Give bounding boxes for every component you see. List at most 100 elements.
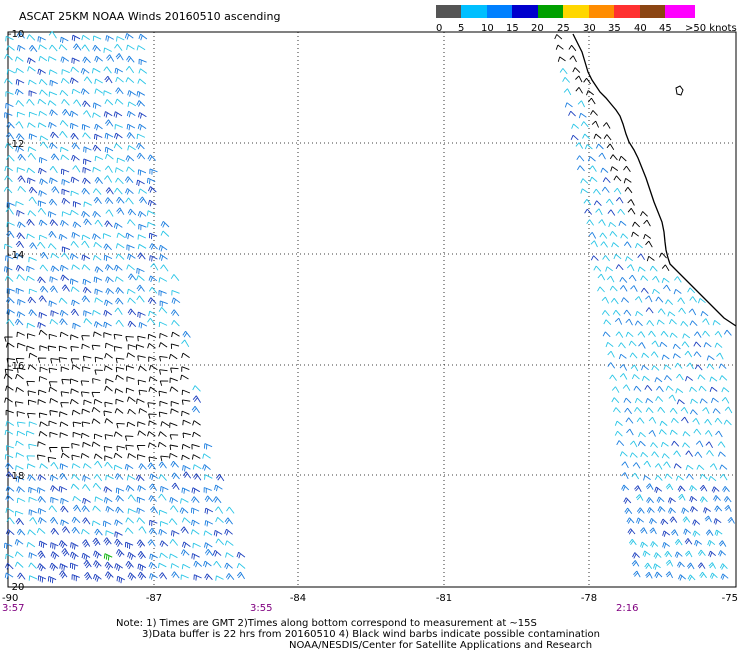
- wind-barb: [660, 330, 669, 337]
- wind-barb: [105, 276, 114, 283]
- wind-barb: [634, 296, 643, 303]
- wind-barb: [137, 379, 147, 386]
- wind-barb: [709, 463, 718, 471]
- wind-barb: [61, 548, 70, 557]
- wind-barb: [81, 505, 90, 513]
- wind-barb: [50, 153, 60, 161]
- wind-barb: [673, 288, 682, 295]
- wind-barb: [5, 102, 14, 110]
- wind-barb: [125, 66, 135, 74]
- wind-barb: [92, 255, 102, 261]
- wind-barb: [661, 453, 670, 459]
- legend-swatch: [640, 5, 665, 18]
- wind-barb: [146, 177, 156, 185]
- wind-barb: [224, 517, 233, 525]
- wind-barb: [39, 463, 48, 469]
- wind-barb: [628, 538, 637, 546]
- wind-barb: [148, 456, 157, 462]
- lat-label: -16: [8, 361, 24, 372]
- wind-barb: [138, 322, 148, 329]
- wind-barb: [127, 308, 137, 316]
- wind-barb: [113, 464, 123, 471]
- wind-barb: [50, 265, 60, 273]
- wind-barb: [158, 562, 167, 569]
- wind-barb: [147, 221, 156, 228]
- legend-label: 20: [531, 23, 544, 34]
- wind-barb: [643, 475, 651, 481]
- wind-barb: [697, 298, 706, 304]
- wind-barb: [92, 537, 101, 546]
- wind-barb: [104, 455, 113, 461]
- wind-barb: [634, 242, 643, 249]
- wind-barb: [124, 435, 134, 441]
- wind-barb: [103, 309, 112, 317]
- wind-barb: [126, 264, 135, 271]
- wind-barb: [612, 309, 621, 316]
- wind-barb: [114, 167, 124, 173]
- wind-barb: [15, 201, 24, 207]
- wind-barb: [114, 187, 123, 195]
- wind-barb: [69, 562, 79, 570]
- wind-barb: [226, 506, 235, 514]
- wind-barb: [703, 342, 712, 348]
- wind-barb: [192, 431, 201, 438]
- wind-barb: [27, 412, 36, 419]
- wind-barb: [6, 45, 15, 51]
- wind-barb: [600, 241, 608, 248]
- wind-barb: [5, 207, 14, 215]
- wind-barb: [181, 487, 190, 494]
- wind-barb: [685, 464, 694, 471]
- wind-barb: [214, 484, 223, 492]
- wind-barb: [649, 517, 657, 525]
- wind-barb: [697, 562, 706, 569]
- wind-barb: [170, 530, 180, 537]
- wind-barb: [47, 456, 57, 463]
- wind-barb: [678, 493, 686, 501]
- wind-barb: [5, 494, 14, 502]
- wind-barb: [158, 493, 167, 501]
- wind-barb: [593, 265, 602, 272]
- wind-barb: [619, 285, 628, 292]
- wind-barb: [83, 110, 92, 118]
- wind-barb: [214, 506, 224, 514]
- wind-barb: [60, 154, 70, 161]
- wind-barb: [39, 135, 49, 141]
- wind-barb: [115, 177, 124, 185]
- wind-barb: [718, 363, 727, 369]
- wind-barb: [137, 563, 147, 572]
- wind-barb: [137, 430, 147, 436]
- wind-barb: [83, 146, 92, 153]
- wind-barb: [26, 98, 35, 106]
- wind-barb: [37, 241, 46, 249]
- wind-barb: [646, 497, 654, 504]
- wind-barb: [648, 429, 656, 437]
- wind-barb: [81, 234, 91, 241]
- wind-barb: [645, 295, 653, 303]
- wind-barb: [601, 186, 610, 193]
- wind-barb: [640, 451, 649, 458]
- wind-barb: [15, 373, 24, 380]
- wind-barb: [81, 254, 91, 261]
- wind-barb: [28, 575, 38, 581]
- wind-barb: [180, 498, 189, 504]
- wind-barb: [706, 363, 715, 370]
- wind-barb: [657, 406, 666, 413]
- wind-barb: [91, 418, 101, 424]
- wind-barb: [623, 397, 632, 404]
- wind-barb: [71, 154, 80, 162]
- wind-barb: [636, 417, 645, 424]
- wind-barb: [14, 88, 24, 96]
- wind-barb: [80, 453, 90, 459]
- wind-barb: [28, 421, 37, 427]
- wind-barb: [50, 542, 59, 550]
- wind-barb: [168, 353, 178, 360]
- wind-barb: [192, 420, 201, 426]
- wind-barb: [693, 331, 702, 338]
- wind-barb: [114, 563, 123, 572]
- wind-barb: [170, 309, 180, 317]
- wind-barb: [39, 141, 49, 149]
- wind-barb: [69, 110, 79, 118]
- wind-barb: [60, 446, 70, 453]
- wind-barb: [149, 168, 158, 175]
- lake-titicaca-outline: [675, 85, 684, 96]
